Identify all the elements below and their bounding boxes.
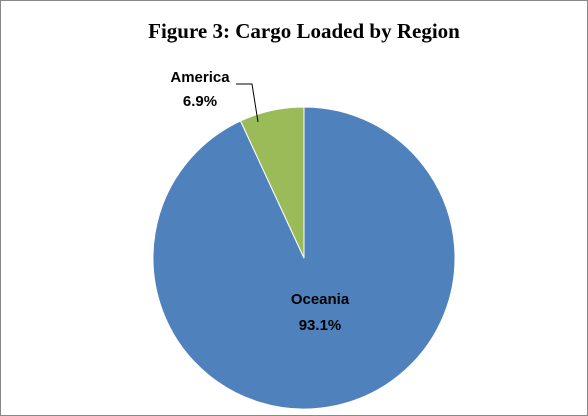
- pie-slice: [239, 106, 305, 259]
- slice-value-label: 6.9%: [183, 93, 217, 110]
- slice-label: Oceania: [291, 291, 350, 308]
- chart-title: Figure 3: Cargo Loaded by Region: [148, 19, 460, 43]
- slice-value-label: 93.1%: [299, 317, 342, 334]
- leader-line: [236, 83, 259, 123]
- pie: [152, 106, 456, 410]
- slice-label: America: [170, 69, 230, 86]
